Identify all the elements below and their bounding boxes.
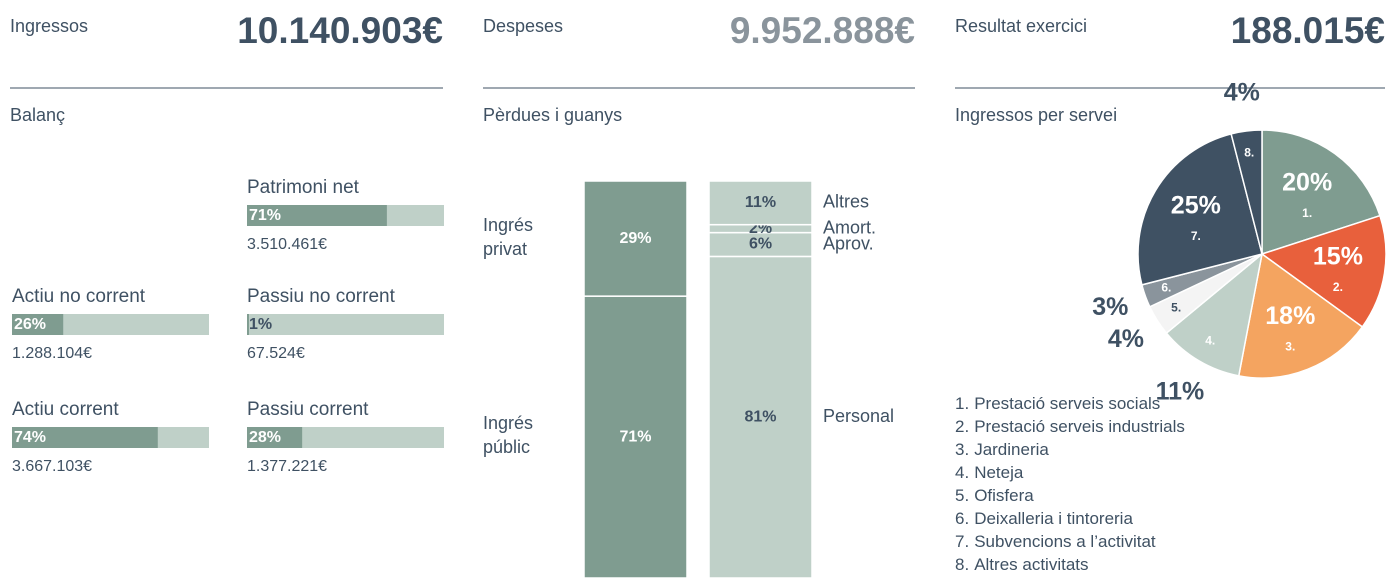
bar-label: 71%	[249, 207, 281, 224]
legend-entry: 4. Neteja	[955, 463, 1024, 482]
pie-slice	[1137, 132, 1263, 286]
slice-label: 3%	[1092, 293, 1128, 321]
segment-label: 81%	[744, 408, 776, 425]
item-amount: 3.667.103€	[12, 458, 92, 475]
segment-label: 6%	[749, 236, 772, 253]
slice-key: 5.	[1171, 301, 1181, 315]
chart-title: Balanç	[10, 105, 65, 125]
legend-name: Ofisfera	[974, 486, 1034, 505]
item-name: Actiu no corrent	[12, 286, 146, 307]
bar-label: 26%	[14, 316, 46, 333]
kpi-label: Ingressos	[10, 16, 88, 36]
segment-name-box: Ingrés públic	[483, 413, 534, 458]
item-amount: 67.524€	[247, 345, 305, 362]
bar-track	[247, 314, 444, 335]
slice-label: 15%	[1313, 243, 1363, 271]
legend-name: Altres activitats	[974, 555, 1088, 574]
legend-name: Neteja	[974, 463, 1024, 482]
chart-title: Ingressos per servei	[955, 105, 1117, 125]
kpi-value: 10.140.903€	[237, 10, 443, 51]
item-name: Passiu no corrent	[247, 286, 396, 307]
bar-segment	[708, 180, 813, 226]
bar-segment	[583, 295, 688, 578]
legend-entry: 5. Ofisfera	[955, 486, 1034, 505]
slice-key: 8.	[1244, 145, 1254, 159]
item-name: Actiu corrent	[12, 399, 119, 420]
bar	[12, 427, 158, 448]
legend-name: Prestació serveis socials	[974, 394, 1160, 413]
slice-label: 4%	[1108, 325, 1144, 353]
pie-slice	[1260, 214, 1387, 328]
legend-key: 2.	[955, 417, 969, 436]
legend-key: 5.	[955, 486, 969, 505]
pie-slice	[1165, 252, 1264, 377]
kpi-value: 9.952.888€	[730, 10, 915, 51]
bar-segment	[583, 180, 688, 297]
segment-name-box: Ingrés privat	[483, 214, 534, 259]
legend-name: Deixalleria i tintoreria	[974, 509, 1133, 528]
slice-label: 4%	[1224, 79, 1260, 107]
chart-title: Pèrdues i guanys	[483, 105, 622, 125]
slice-label: 18%	[1265, 302, 1315, 330]
slice-key: 6.	[1161, 281, 1171, 295]
slice-key: 1.	[1302, 206, 1312, 220]
slice-label: 11%	[1156, 377, 1205, 405]
legend-key: 1.	[955, 394, 969, 413]
kpi-value: 188.015€	[1231, 10, 1385, 51]
slice-key: 7.	[1191, 229, 1201, 243]
legend-entry: 2. Prestació serveis industrials	[955, 417, 1185, 436]
segment-name: Personal	[823, 406, 894, 426]
bar-label: 74%	[14, 429, 46, 446]
segment-name: Amort.	[823, 217, 876, 237]
bar	[247, 205, 387, 226]
legend-name: Prestació serveis industrials	[974, 417, 1185, 436]
slice-key: 2.	[1333, 280, 1343, 294]
slice-key: 3.	[1285, 340, 1295, 354]
legend-key: 8.	[955, 555, 969, 574]
segment-name: Ingrés públic	[483, 413, 534, 458]
kpi-label: Despeses	[483, 16, 563, 36]
legend-name: Jardineria	[974, 440, 1049, 459]
legend-entry: 6. Deixalleria i tintoreria	[955, 509, 1133, 528]
item-amount: 1.377.221€	[247, 458, 327, 475]
legend-key: 6.	[955, 509, 969, 528]
bar-label: 1%	[249, 316, 272, 333]
pie-slice	[1261, 129, 1381, 256]
pie-slice	[1237, 252, 1364, 379]
slice-label: 20%	[1282, 168, 1332, 196]
item-name: Passiu corrent	[247, 399, 369, 420]
segment-name: Ingrés privat	[483, 214, 534, 259]
legend-key: 7.	[955, 532, 969, 551]
legend-key: 4.	[955, 463, 969, 482]
item-amount: 1.288.104€	[12, 345, 92, 362]
segment-name: Aprov.	[823, 233, 874, 253]
segment-label: 29%	[619, 230, 651, 247]
legend-key: 3.	[955, 440, 969, 459]
kpi-label: Resultat exercici	[955, 16, 1087, 36]
bar-label: 28%	[249, 429, 281, 446]
pie-slice	[1230, 129, 1263, 255]
segment-label: 11%	[745, 194, 776, 211]
legend-name: Subvencions a l’activitat	[974, 532, 1156, 551]
slice-label: 25%	[1171, 191, 1221, 219]
segment-label: 71%	[619, 428, 651, 445]
slice-key: 4.	[1205, 334, 1215, 348]
legend-entry: 7. Subvencions a l’activitat	[955, 532, 1156, 551]
item-amount: 3.510.461€	[247, 236, 327, 253]
bar	[12, 314, 64, 335]
segment-name: Altres	[823, 192, 869, 212]
legend-entry: 3. Jardineria	[955, 440, 1049, 459]
bar	[247, 427, 303, 448]
item-name: Patrimoni net	[247, 177, 360, 198]
bar	[247, 314, 249, 335]
legend-entry: 8. Altres activitats	[955, 555, 1089, 574]
legend-entry: 1. Prestació serveis socials	[955, 394, 1160, 413]
